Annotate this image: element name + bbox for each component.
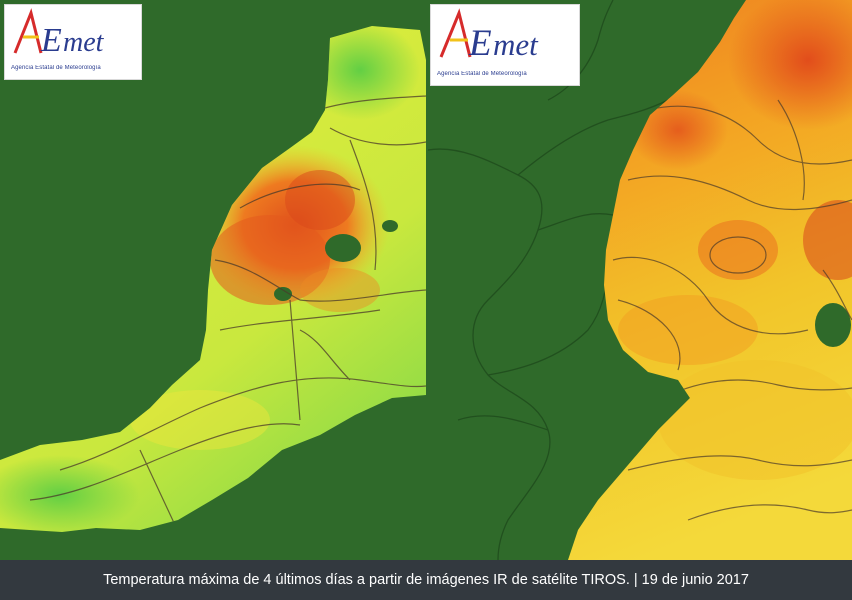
aemet-logo: E met Agencia Estatal de Meteorología: [430, 4, 580, 86]
svg-text:met: met: [493, 27, 539, 61]
logo-agency-name: Agencia Estatal de Meteorología: [11, 65, 101, 71]
svg-text:E: E: [468, 23, 492, 61]
left-map-panel: E met Agencia Estatal de Meteorología: [0, 0, 428, 560]
caption-bar: Temperatura máxima de 4 últimos días a p…: [0, 560, 852, 600]
aemet-wordmark-icon: E met: [13, 8, 105, 57]
right-temperature-map: [428, 0, 852, 560]
caption-text: Temperatura máxima de 4 últimos días a p…: [103, 572, 749, 588]
logo-agency-name: Agencia Estatal de Meteorología: [437, 71, 527, 77]
svg-text:E: E: [40, 22, 62, 57]
svg-text:met: met: [63, 27, 105, 57]
right-map-panel: E met Agencia Estatal de Meteorología: [428, 0, 852, 560]
left-isolines: [29, 95, 426, 526]
aemet-logo: E met Agencia Estatal de Meteorología: [4, 4, 142, 80]
right-isolines: [612, 99, 852, 521]
aemet-wordmark-icon: E met: [439, 8, 539, 61]
left-temperature-map: [0, 0, 428, 560]
